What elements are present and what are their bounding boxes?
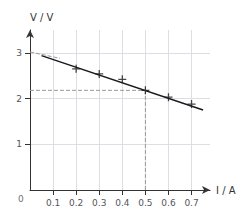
svg-text:0.6: 0.6 <box>161 198 176 208</box>
svg-text:0.4: 0.4 <box>115 198 130 208</box>
svg-text:1: 1 <box>16 139 22 149</box>
svg-text:2: 2 <box>16 94 22 104</box>
svg-text:I / A: I / A <box>216 185 236 196</box>
svg-text:0.2: 0.2 <box>69 198 83 208</box>
svg-text:0.1: 0.1 <box>46 198 60 208</box>
svg-text:3: 3 <box>16 48 22 58</box>
svg-text:0.5: 0.5 <box>138 198 152 208</box>
svg-text:0.3: 0.3 <box>92 198 106 208</box>
svg-text:0.7: 0.7 <box>184 198 198 208</box>
svg-text:0: 0 <box>18 194 24 204</box>
svg-text:V / V: V / V <box>30 12 54 23</box>
